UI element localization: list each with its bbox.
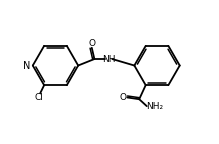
Text: O: O bbox=[120, 93, 127, 102]
Text: NH₂: NH₂ bbox=[146, 102, 163, 111]
Text: Cl: Cl bbox=[35, 93, 44, 102]
Text: NH: NH bbox=[102, 55, 115, 64]
Text: O: O bbox=[89, 39, 96, 48]
Text: N: N bbox=[23, 60, 30, 71]
